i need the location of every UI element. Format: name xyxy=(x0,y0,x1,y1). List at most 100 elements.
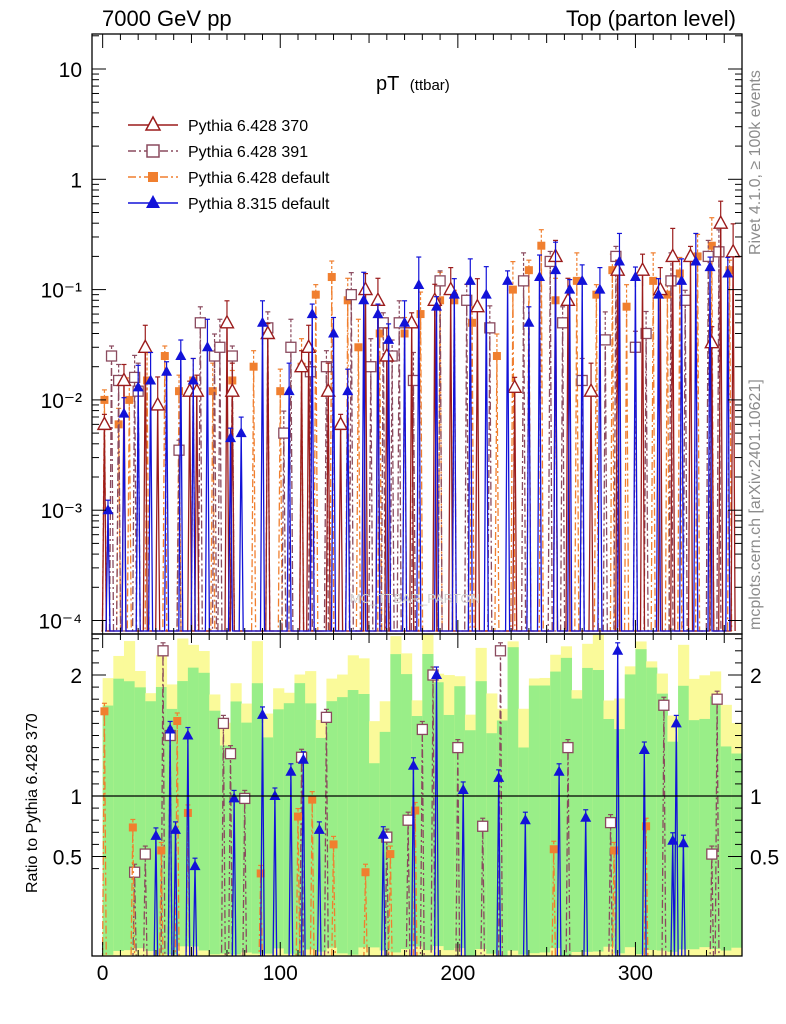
marker-filled-triangle xyxy=(228,792,240,803)
ratio-band-green xyxy=(230,701,242,955)
marker-open-square xyxy=(128,371,141,384)
marker-open-triangle xyxy=(300,338,317,353)
marker-filled-triangle xyxy=(328,327,340,338)
marker-filled-triangle xyxy=(407,759,419,770)
marker-filled-triangle xyxy=(534,271,546,282)
marker-filled-triangle xyxy=(564,283,576,294)
marker-filled-triangle xyxy=(431,300,443,311)
marker-filled-triangle xyxy=(580,811,592,822)
legend-label: Pythia 6.428 370 xyxy=(188,118,308,135)
marker-filled-square xyxy=(128,823,137,832)
marker-open-triangle xyxy=(320,382,336,397)
ratio-band-green xyxy=(731,753,742,948)
legend: Pythia 6.428 370 Pythia 6.428 391 Pythia… xyxy=(128,115,330,213)
marker-open-square xyxy=(494,645,507,657)
ratio-tick-label-left: 1 xyxy=(70,786,82,809)
marker-open-triangle xyxy=(357,281,374,296)
marker-open-square xyxy=(407,374,420,387)
marker-filled-triangle xyxy=(399,316,411,327)
ratio-band-green xyxy=(337,697,349,954)
ratio-band-green xyxy=(187,667,200,947)
marker-open-square xyxy=(604,816,617,829)
marker-filled-square xyxy=(308,795,317,804)
ratio-band-green xyxy=(507,647,519,951)
marker-open-triangle xyxy=(610,261,626,276)
y-tick-label: 10 xyxy=(59,59,82,82)
marker-open-square xyxy=(452,741,464,754)
legend-entry: Pythia 8.315 default xyxy=(128,195,330,213)
legend-label: Pythia 6.428 391 xyxy=(188,144,308,161)
legend-entry: Pythia 6.428 default xyxy=(128,170,330,187)
marker-filled-square xyxy=(386,850,395,859)
ratio-tick-label-right: 0.5 xyxy=(750,847,779,870)
marker-filled-triangle xyxy=(169,823,181,834)
legend-label: Pythia 6.428 default xyxy=(188,170,330,187)
marker-filled-triangle xyxy=(269,790,281,800)
marker-open-square xyxy=(345,288,357,301)
marker-filled-square xyxy=(175,387,184,396)
ratio-tick-label-left: 2 xyxy=(70,665,82,688)
ratio-tick-label-right: 1 xyxy=(750,786,762,809)
ratio-band-green xyxy=(251,683,263,954)
marker-open-triangle xyxy=(704,334,720,349)
marker-open-square xyxy=(377,317,389,329)
marker-open-triangle xyxy=(96,415,113,431)
marker-filled-triangle xyxy=(182,729,194,740)
marker-open-square xyxy=(105,350,118,362)
ratio-band-green xyxy=(528,685,541,954)
header-left: 7000 GeV pp xyxy=(102,6,232,31)
marker-open-square xyxy=(173,444,185,456)
marker-filled-square xyxy=(649,276,658,285)
marker-filled-triangle xyxy=(612,644,624,655)
marker-filled-triangle xyxy=(132,381,144,392)
marker-open-square xyxy=(402,814,414,826)
ratio-band-green xyxy=(283,703,295,954)
marker-filled-square xyxy=(311,290,320,299)
marker-filled-square xyxy=(572,276,581,285)
ratio-band-green xyxy=(102,705,114,955)
marker-filled-triangle xyxy=(448,288,460,299)
marker-filled-square xyxy=(675,269,684,278)
marker-filled-triangle xyxy=(283,385,295,396)
marker-filled-triangle xyxy=(175,350,187,361)
marker-open-square xyxy=(665,275,677,287)
marker-filled-square xyxy=(276,387,285,396)
ratio-band-green xyxy=(273,709,285,949)
plot-title: pT (ttbar) xyxy=(376,73,450,95)
marker-open-triangle xyxy=(560,291,576,306)
marker-filled-square xyxy=(100,707,109,716)
marker-filled-square xyxy=(294,812,303,821)
ratio-band-green xyxy=(134,687,146,949)
ratio-band-green xyxy=(347,690,359,955)
legend-marker-open-square xyxy=(146,144,160,158)
marker-open-triangle xyxy=(634,261,651,276)
ratio-band-green xyxy=(496,720,509,956)
main-series-group xyxy=(96,200,741,632)
marker-open-triangle xyxy=(682,247,699,263)
marker-filled-triangle xyxy=(676,274,688,285)
ratio-band-green xyxy=(358,693,370,948)
ratio-band-green xyxy=(592,670,604,952)
ratio-band-green xyxy=(656,693,668,951)
ratio-band-green xyxy=(635,649,647,955)
marker-open-square xyxy=(702,250,714,263)
ratio-band-green xyxy=(720,746,732,951)
marker-filled-triangle xyxy=(667,834,679,845)
legend-entry: Pythia 6.428 391 xyxy=(128,144,308,161)
marker-filled-square xyxy=(411,806,420,815)
marker-open-triangle xyxy=(379,347,395,362)
ratio-band-green xyxy=(113,678,125,951)
marker-filled-square xyxy=(173,716,182,725)
marker-filled-triangle xyxy=(464,274,476,285)
marker-filled-triangle xyxy=(297,753,309,764)
ratio-band-green xyxy=(614,729,626,954)
analysis-watermark: MC_TTBAR_PARTON xyxy=(350,591,480,606)
legend-entry: Pythia 6.428 370 xyxy=(128,115,308,135)
marker-filled-triangle xyxy=(256,316,268,327)
legend-marker-open-triangle xyxy=(144,115,162,131)
marker-filled-triangle xyxy=(313,823,325,834)
marker-open-triangle xyxy=(224,382,240,397)
marker-open-triangle xyxy=(116,372,132,387)
marker-filled-triangle xyxy=(457,783,469,794)
marker-filled-triangle xyxy=(553,765,565,776)
